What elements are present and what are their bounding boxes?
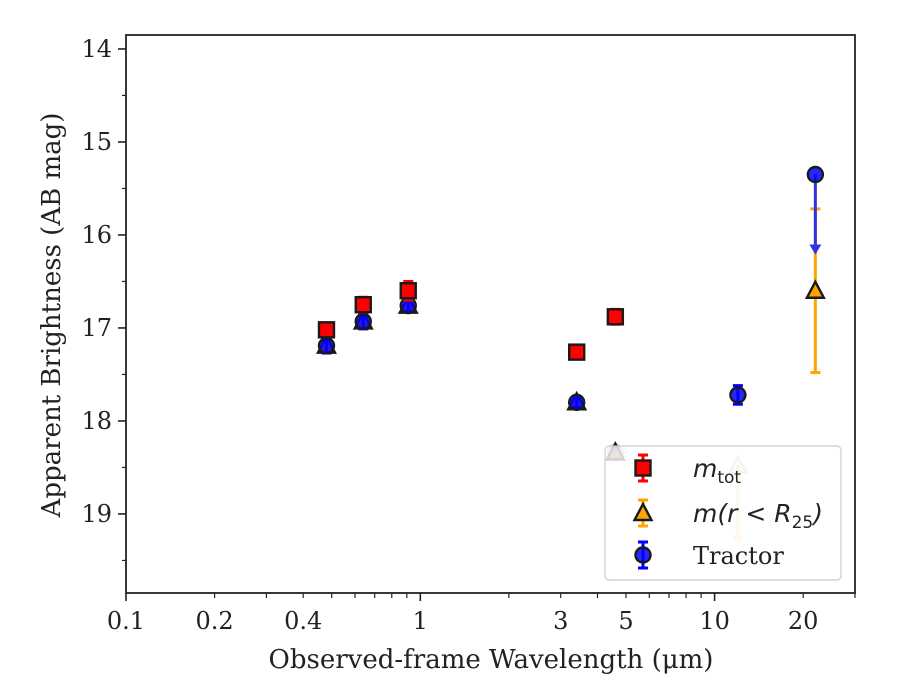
legend-box bbox=[604, 445, 842, 581]
data-point bbox=[729, 386, 747, 404]
plot-frame bbox=[125, 34, 856, 594]
marker-circle bbox=[806, 165, 825, 184]
x-tick-label: 5 bbox=[618, 607, 633, 635]
legend-marker bbox=[632, 501, 654, 522]
limit-arrowhead bbox=[809, 244, 822, 255]
marker-square bbox=[354, 296, 372, 314]
legend-label: Tractor bbox=[693, 542, 784, 570]
x-tick-label: 0.2 bbox=[196, 607, 234, 635]
marker-circle bbox=[568, 393, 586, 412]
x-tick-label: 0.4 bbox=[284, 607, 322, 635]
y-tick-label: 14 bbox=[81, 35, 112, 63]
x-tick-label: 1 bbox=[413, 607, 428, 635]
marker-circle bbox=[354, 312, 372, 331]
upper-limit-arrow bbox=[809, 174, 822, 255]
marker-triangle bbox=[804, 279, 826, 299]
data-point bbox=[399, 282, 417, 300]
data-point bbox=[354, 312, 372, 331]
data-point bbox=[606, 308, 625, 326]
legend-label: m(r < R25) bbox=[693, 499, 823, 533]
marker-square bbox=[568, 343, 586, 361]
series-0 bbox=[317, 279, 625, 361]
x-tick-label: 10 bbox=[699, 607, 730, 635]
axes: 14 15 16 17 18 19 0.1 0.2 0.4 1 3 5 10 20 bbox=[81, 34, 856, 635]
x-axis-label: Observed-frame Wavelength (μm) bbox=[269, 645, 714, 675]
legend-entry: m(r < R25) bbox=[632, 498, 823, 533]
data-point bbox=[317, 336, 336, 355]
x-tick-label: 3 bbox=[553, 607, 568, 635]
legend-label: mtot bbox=[693, 454, 741, 488]
data-point bbox=[568, 343, 586, 361]
y-tick-label: 16 bbox=[81, 221, 112, 249]
marker-circle bbox=[634, 546, 652, 564]
data-point bbox=[317, 321, 336, 339]
data-point bbox=[568, 393, 586, 412]
y-axis-label: Apparent Brightness (AB mag) bbox=[37, 113, 67, 519]
legend-marker bbox=[634, 459, 652, 477]
y-tick-label: 19 bbox=[81, 500, 112, 528]
y-tick-label: 18 bbox=[81, 407, 112, 435]
y-tick-label: 15 bbox=[81, 128, 112, 156]
marker-square bbox=[634, 459, 652, 477]
marker-circle bbox=[729, 386, 747, 404]
marker-circle bbox=[317, 336, 336, 355]
x-tick-label: 20 bbox=[788, 607, 819, 635]
data-point bbox=[354, 296, 372, 314]
legend-marker bbox=[634, 546, 652, 564]
y-tick-label: 17 bbox=[81, 314, 112, 342]
marker-triangle bbox=[632, 501, 654, 522]
data-point bbox=[804, 279, 826, 299]
x-tick-label: 0.1 bbox=[107, 607, 145, 635]
legend-entry: Tractor bbox=[634, 540, 784, 570]
marker-square bbox=[606, 308, 625, 326]
marker-square bbox=[399, 282, 417, 300]
marker-square bbox=[317, 321, 336, 339]
data-point bbox=[806, 165, 825, 184]
legend-entry: mtot bbox=[634, 453, 741, 488]
legend: mtot m(r < R25) Tractor bbox=[604, 445, 842, 581]
